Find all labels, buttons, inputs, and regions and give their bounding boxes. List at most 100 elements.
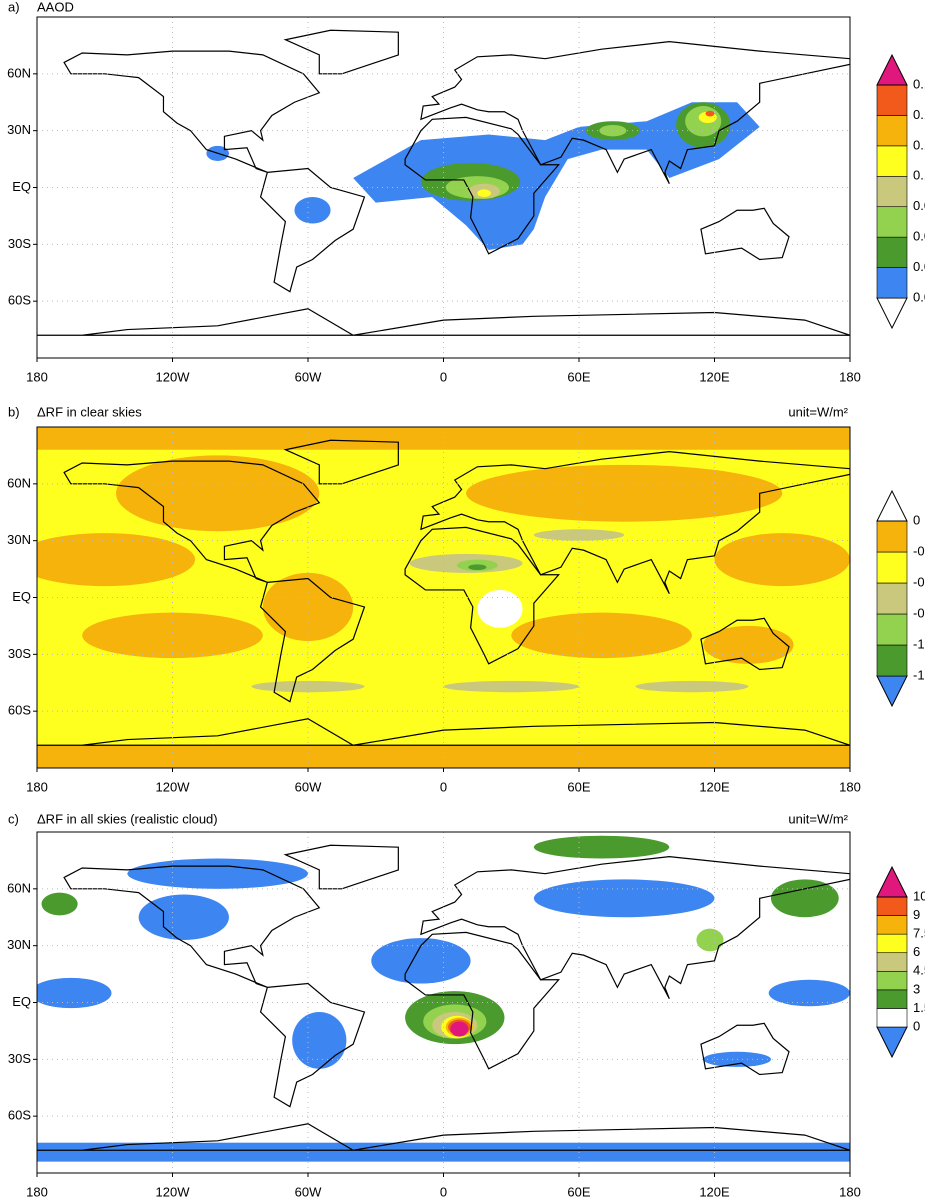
- x-tick-label: 60E: [567, 779, 590, 794]
- colorbar-segment: [876, 267, 908, 299]
- y-tick-label: EQ: [12, 994, 31, 1009]
- colorbar-label: 0: [913, 1018, 920, 1033]
- colorbar-label: 0.02: [913, 289, 925, 304]
- panel-title: ΔRF in clear skies: [37, 404, 142, 419]
- colorbar-label: 0.08: [913, 198, 925, 213]
- x-tick-label: 120E: [699, 779, 730, 794]
- y-tick-label: EQ: [12, 179, 31, 194]
- contour-fill: [37, 977, 112, 1009]
- contour-fill: [477, 589, 523, 628]
- x-tick-label: 180: [839, 369, 861, 384]
- y-tick-label: 60N: [7, 65, 31, 80]
- colorbar-label: 9: [913, 907, 920, 922]
- contour-fill: [41, 892, 78, 916]
- colorbar-segment: [876, 644, 908, 677]
- colorbar-label: -0.9: [913, 605, 925, 620]
- x-tick-label: 120W: [156, 1184, 191, 1198]
- y-tick-label: 30S: [8, 236, 31, 251]
- y-tick-label: 30S: [8, 1051, 31, 1066]
- colorbar-under: [876, 1026, 908, 1059]
- x-tick-label: 60W: [295, 1184, 322, 1198]
- x-tick-label: 0: [440, 779, 447, 794]
- contour-fill: [477, 189, 491, 197]
- colorbar-segment: [876, 84, 908, 116]
- x-tick-label: 180: [26, 1184, 48, 1198]
- contour-fill: [251, 680, 365, 693]
- colorbar-segment: [876, 896, 908, 916]
- x-tick-label: 120E: [699, 369, 730, 384]
- colorbar-over: [876, 489, 908, 522]
- colorbar-segment: [876, 952, 908, 972]
- y-tick-label: 60N: [7, 880, 31, 895]
- colorbar-segment: [876, 175, 908, 208]
- contour-fill: [511, 612, 692, 659]
- y-tick-label: 60S: [8, 1108, 31, 1123]
- panel: c) ΔRF in all skies (realistic cloud) un…: [7, 811, 925, 1199]
- colorbar-over: [876, 53, 908, 86]
- y-tick-label: 60N: [7, 475, 31, 490]
- map-frame: [36, 16, 851, 359]
- contour-fill: [770, 879, 839, 918]
- contour-fill: [37, 533, 196, 587]
- panel-label: c): [8, 811, 19, 826]
- colorbar-segment: [876, 933, 908, 954]
- contour-fill: [37, 745, 850, 768]
- y-tick-label: 30N: [7, 532, 31, 547]
- map-frame: [36, 426, 851, 769]
- colorbar-label: 6: [913, 944, 920, 959]
- contour-fill: [703, 625, 794, 664]
- colorbar-segment: [876, 915, 908, 935]
- colorbar-segment: [876, 206, 908, 238]
- y-tick-label: 60S: [8, 703, 31, 718]
- colorbar-segment: [876, 1008, 908, 1028]
- contour-fill: [443, 680, 579, 693]
- map-frame: [36, 831, 851, 1174]
- panel-title: ΔRF in all skies (realistic cloud): [37, 811, 218, 826]
- x-tick-label: 60E: [567, 369, 590, 384]
- colorbar-segment: [876, 970, 908, 991]
- contour-fill: [696, 928, 724, 952]
- contour-fill: [533, 835, 670, 859]
- colorbar-segment: [876, 582, 908, 615]
- x-tick-label: 120W: [156, 779, 191, 794]
- colorbar-label: -0.3: [913, 543, 925, 558]
- x-tick-label: 120E: [699, 1184, 730, 1198]
- y-tick-label: 30S: [8, 646, 31, 661]
- colorbar-label: -0.6: [913, 574, 925, 589]
- y-tick-label: 60S: [8, 293, 31, 308]
- contour-fill: [371, 938, 471, 984]
- colorbar-label: 7.5: [913, 926, 925, 941]
- colorbar-label: 0.1: [913, 168, 925, 183]
- colorbar-label: 0.06: [913, 229, 925, 244]
- unit: unit=W/m²: [788, 404, 848, 419]
- colorbar-segment: [876, 115, 908, 147]
- x-tick-label: 180: [839, 1184, 861, 1198]
- contour-fill: [292, 1011, 347, 1069]
- unit: unit=W/m²: [788, 811, 848, 826]
- colorbar-label: -1.5: [913, 667, 925, 682]
- contour-fill: [635, 680, 749, 693]
- panel-label: a): [8, 0, 20, 14]
- contour-fill: [533, 879, 715, 918]
- colorbar-segment: [876, 520, 908, 553]
- x-tick-label: 0: [440, 1184, 447, 1198]
- contour-fill: [468, 564, 487, 571]
- x-tick-label: 180: [26, 779, 48, 794]
- panel-title: AAOD: [37, 0, 74, 14]
- contour-fill: [37, 427, 850, 450]
- x-tick-label: 60E: [567, 1184, 590, 1198]
- colorbar-under: [876, 675, 908, 708]
- colorbar-label: 10.5: [913, 888, 925, 903]
- y-tick-label: 30N: [7, 937, 31, 952]
- colorbar-label: 0.12: [913, 137, 925, 152]
- x-tick-label: 60W: [295, 369, 322, 384]
- x-tick-label: 0: [440, 369, 447, 384]
- contour-fill: [116, 455, 320, 532]
- contour-fill: [450, 1021, 469, 1037]
- contour-fill: [466, 464, 783, 522]
- colorbar-segment: [876, 551, 908, 584]
- colorbar-under: [876, 297, 908, 330]
- map: [37, 28, 850, 337]
- contour-fill: [262, 572, 354, 642]
